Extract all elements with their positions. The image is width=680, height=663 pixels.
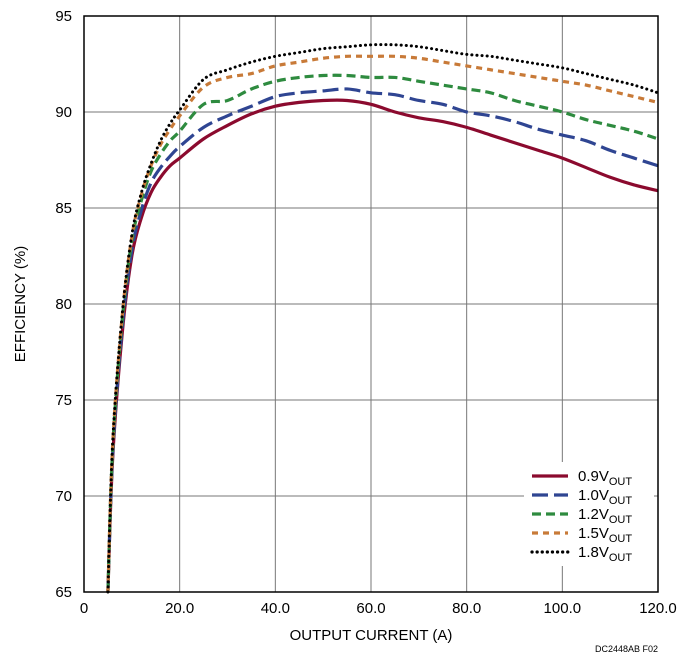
legend-label: 1.8VOUT: [578, 544, 632, 564]
series-line-1-2v: [106, 73, 659, 593]
series-lines: [106, 43, 660, 594]
legend-label: 0.9VOUT: [578, 468, 632, 488]
legend-label: 1.2VOUT: [578, 506, 632, 526]
plot-frame: [83, 15, 659, 593]
x-tick-labels: 0 20.0 40.0 60.0 80.0 100.0 120.0: [80, 600, 677, 617]
y-tick-label: 95: [55, 8, 72, 25]
y-tick-label: 65: [55, 584, 72, 601]
series-line-1-0v: [106, 87, 659, 593]
x-tick-label: 40.0: [261, 600, 290, 617]
x-tick-label: 80.0: [452, 600, 481, 617]
x-tick-label: 100.0: [544, 600, 582, 617]
figure-code: DC2448AB F02: [595, 644, 658, 654]
x-tick-label: 60.0: [356, 600, 385, 617]
y-axis-label: EFFICIENCY (%): [12, 246, 29, 362]
y-tick-label: 80: [55, 296, 72, 313]
legend-background: [524, 462, 654, 566]
y-tick-labels: 65 70 75 80 85 90 95: [55, 8, 72, 601]
x-axis-label: OUTPUT CURRENT (A): [290, 627, 453, 644]
y-tick-label: 70: [55, 488, 72, 505]
series-line-0-9v: [106, 98, 659, 593]
legend-label: 1.5VOUT: [578, 525, 632, 545]
x-tick-label: 120.0: [639, 600, 677, 617]
legend-label: 1.0VOUT: [578, 487, 632, 507]
x-tick-label: 20.0: [165, 600, 194, 617]
y-tick-label: 75: [55, 392, 72, 409]
series-line-1-8v: [106, 43, 660, 594]
y-tick-label: 90: [55, 104, 72, 121]
x-tick-label: 0: [80, 600, 88, 617]
y-tick-label: 85: [55, 200, 72, 217]
